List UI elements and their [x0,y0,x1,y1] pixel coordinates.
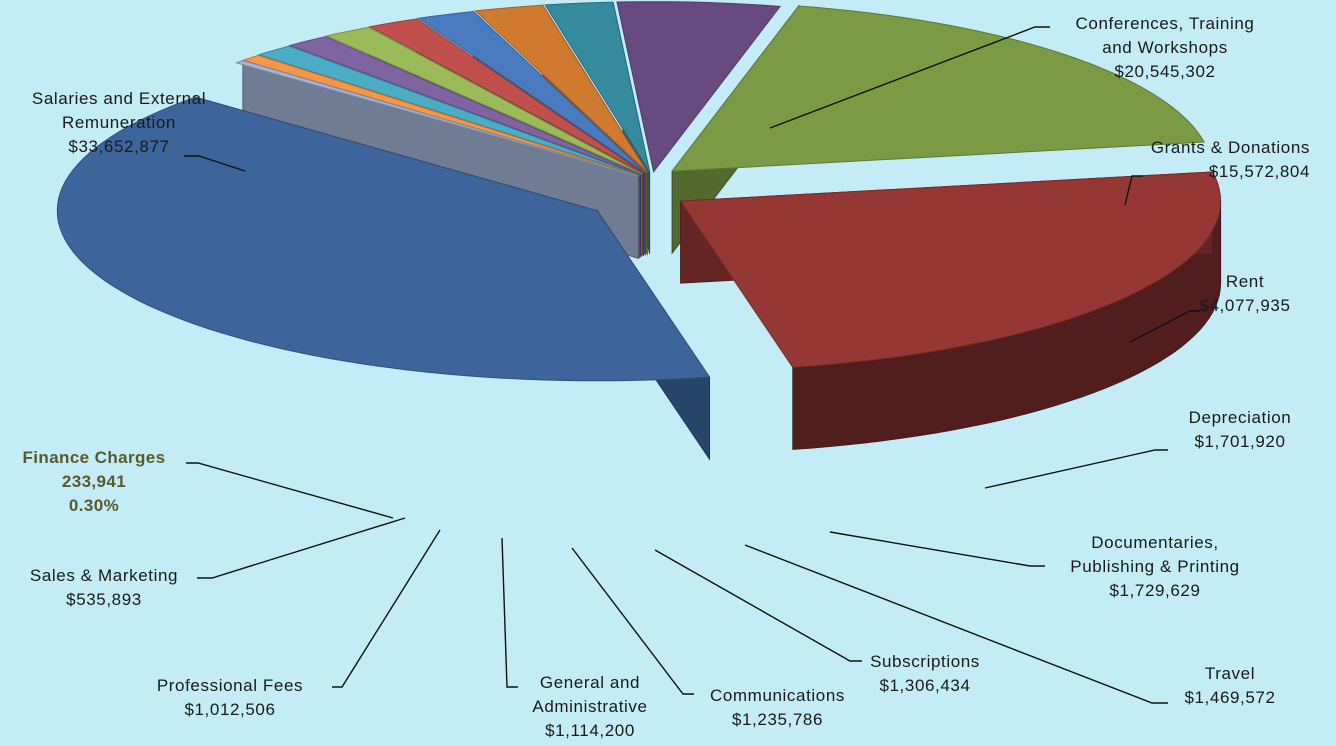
label-subscriptions-value: $1,306,434 [879,676,971,695]
label-documentaries-line2: Publishing & Printing [1070,557,1240,576]
label-grants: Grants & Donations $15,572,804 [1060,136,1310,184]
slice-documentaries-top [474,4,648,173]
label-grants-line1: Grants & Donations [1150,138,1310,157]
leader-line-conferences [769,26,1050,129]
slice-grants [671,4,1206,255]
slice-conferences [679,171,1222,450]
label-finance-value: 233,941 [61,472,127,491]
slice-rent-top [616,1,782,173]
slice-finance-top [234,60,639,177]
slice-subscriptions-top [368,18,644,174]
label-travel: Travel $1,469,572 [1160,662,1300,710]
label-general-value: $1,114,200 [545,721,635,740]
slice-communications-top [325,26,643,175]
label-subscriptions: Subscriptions $1,306,434 [850,650,1000,698]
leader-line-professional [332,529,441,688]
label-conferences-line2: and Workshops [1102,38,1228,57]
label-communications-value: $1,235,786 [731,710,824,729]
slice-rent [616,1,782,173]
label-sales-line1: Sales & Marketing [29,566,179,585]
slice-salaries [56,96,711,461]
label-conferences-line1: Conferences, Training [1075,14,1255,33]
slice-professional-top [257,45,640,176]
label-salaries-value: $33,652,877 [68,137,170,156]
leader-line-finance [186,462,394,519]
slice-grants-top [671,5,1206,172]
leader-line-travel [744,544,1168,704]
label-general: General and Administrative $1,114,200 [505,671,675,743]
label-documentaries: Documentaries, Publishing & Printing $1,… [1042,531,1268,603]
label-depreciation-line1: Depreciation [1188,408,1292,427]
slice-conferences-top [679,171,1222,368]
slice-travel-top [416,10,646,174]
leader-line-communications [571,547,694,695]
label-subscriptions-line1: Subscriptions [870,652,980,671]
slice-general-top [288,36,641,176]
label-general-line2: Administrative [532,697,648,716]
label-documentaries-value: $1,729,629 [1109,581,1201,600]
leader-line-rent [1129,310,1200,343]
label-finance-line1: Finance Charges [22,448,166,467]
label-communications: Communications $1,235,786 [690,684,865,732]
label-salaries-line2: Remuneration [62,113,176,132]
label-conferences: Conferences, Training and Workshops $20,… [1045,12,1285,84]
label-rent: Rent $4,077,935 [1185,270,1305,318]
label-professional: Professional Fees $1,012,506 [130,674,330,722]
label-sales-value: $535,893 [66,590,142,609]
label-finance: Finance Charges 233,941 0.30% [4,446,184,518]
label-documentaries-line1: Documentaries, [1091,533,1219,552]
label-salaries: Salaries and External Remuneration $33,6… [4,87,234,159]
label-communications-line1: Communications [709,686,845,705]
label-rent-value: $4,077,935 [1199,296,1291,315]
label-depreciation-value: $1,701,920 [1194,432,1286,451]
slice-depreciation-top [544,1,651,172]
label-finance-percent: 0.30% [68,496,120,515]
label-travel-line1: Travel [1204,664,1256,683]
leader-line-subscriptions [654,549,862,662]
label-travel-value: $1,469,572 [1184,688,1276,707]
slice-salaries-top [56,96,711,382]
leader-line-grants [1124,175,1143,206]
label-professional-value: $1,012,506 [184,700,276,719]
leader-line-documentaries [829,531,1045,567]
label-grants-value: $15,572,804 [1208,162,1310,181]
label-professional-line1: Professional Fees [156,676,304,695]
leader-line-depreciation [984,449,1168,489]
label-sales: Sales & Marketing $535,893 [4,564,204,612]
label-conferences-value: $20,545,302 [1114,62,1216,81]
label-depreciation: Depreciation $1,701,920 [1160,406,1320,454]
label-general-line1: General and [539,673,641,692]
label-salaries-line1: Salaries and External [31,89,207,108]
label-rent-line1: Rent [1225,272,1265,291]
leader-line-salaries [184,155,246,172]
leader-line-general [501,537,518,688]
leader-line-sales [197,517,406,579]
